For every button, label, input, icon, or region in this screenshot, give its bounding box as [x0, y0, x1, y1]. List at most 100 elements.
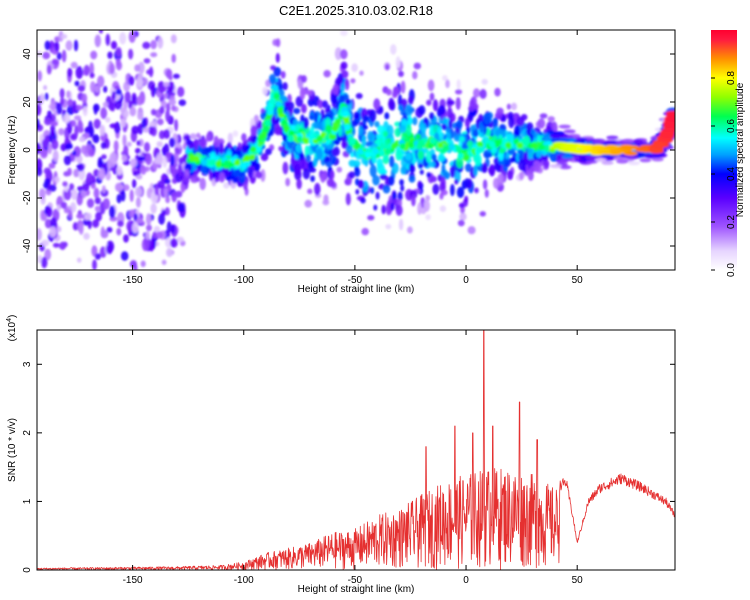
spectrogram-cell [488, 166, 495, 175]
spectrogram-cell [344, 79, 350, 91]
spectrogram-cell [535, 150, 542, 158]
spectrogram-cell [404, 104, 413, 117]
snr-x-tick-label: -50 [348, 575, 363, 586]
spectrogram-ridge-cell [200, 159, 208, 166]
spectrogram-cell [76, 213, 84, 219]
spectrogram-cell [50, 217, 57, 230]
spectrogram-cell [105, 117, 111, 123]
spectrogram-cell [90, 183, 96, 190]
spectrogram-ridge-cell [455, 146, 462, 153]
colorbar-tick-label: 0.6 [726, 119, 737, 133]
spectrogram-cell [69, 183, 75, 191]
spectrogram-cell [131, 222, 139, 234]
spectrogram-ridge-cell [649, 149, 664, 154]
spectrogram-cell [161, 259, 167, 265]
spectrogram-cell [474, 187, 479, 194]
spectrogram-cell [466, 126, 471, 135]
spectrogram-cell [58, 128, 65, 136]
spectrogram-cell [389, 155, 395, 168]
spectrogram-cell [138, 73, 144, 80]
spectrogram-ridge-cell [610, 149, 625, 155]
spectrogram-cell [537, 118, 546, 129]
spectrogram-cell [97, 168, 106, 180]
spectrogram-cell [432, 183, 440, 195]
spectrogram-cell [374, 121, 380, 128]
spectrogram-cell [41, 256, 48, 269]
spectrogram-cell [140, 260, 146, 268]
spectrogram-cell [164, 178, 171, 184]
spectrogram-cell [429, 161, 436, 168]
spectrogram-cell [367, 215, 375, 221]
spectrogram-cell [441, 123, 448, 131]
spectrogram-cell [135, 218, 144, 224]
spectrogram-cell [278, 146, 284, 152]
spectrogram-cell [355, 93, 363, 99]
colorbar-gradient [711, 30, 737, 270]
spectrogram-cell [82, 132, 90, 139]
spectrogram-cell [376, 158, 383, 170]
spectrogram-cell [413, 62, 421, 70]
spectrogram-ridge-cell [288, 130, 295, 137]
spectrogram-cell [115, 182, 123, 192]
spectrogram-cell [102, 101, 109, 108]
spectrogram-cell [454, 179, 459, 185]
spectrogram-ridge-cell [599, 150, 614, 155]
spectrogram-cell [42, 51, 51, 60]
spectrogram-ridge-cell [652, 142, 666, 147]
spectrogram-ridge-cell [384, 148, 392, 155]
spectrogram-cell [107, 158, 113, 169]
spectrogram-x-tick-label: 50 [572, 275, 584, 286]
spectrogram-cell [115, 47, 122, 57]
spectrogram-cell [56, 52, 62, 60]
spectrogram-cell [137, 166, 141, 175]
spectrogram-cell [89, 72, 95, 79]
spectrogram-cell [348, 171, 355, 179]
spectrogram-cell [426, 172, 431, 178]
spectrogram-y-tick-label: -40 [22, 238, 33, 253]
spectrogram-cell [177, 202, 186, 213]
spectrogram-cell [543, 159, 550, 169]
spectrogram-cell [373, 98, 381, 110]
spectrogram-y-axis: -40 -20 0 20 40 [22, 48, 675, 253]
spectrogram-cell [561, 154, 574, 159]
spectrogram-cell [373, 204, 378, 211]
snr-y-label: SNR (10 * v/v) [7, 418, 18, 482]
spectrogram-x-tick-label: -150 [123, 275, 143, 286]
spectrogram-cell [171, 191, 177, 203]
spectrogram-cell [387, 175, 395, 186]
spectrogram-cell [527, 152, 532, 160]
spectrogram-cell [142, 77, 148, 86]
spectrogram-cell [126, 141, 132, 147]
spectrogram-cell [467, 140, 474, 148]
spectrogram-cell [157, 36, 164, 49]
spectrogram-cell [156, 153, 164, 165]
spectrogram-ridge-cell [364, 151, 372, 159]
spectrogram-cell [91, 245, 98, 257]
spectrogram-cell [282, 133, 288, 142]
spectrogram-cell [90, 81, 96, 93]
spectrogram-cell [59, 88, 65, 99]
spectrogram-cell [558, 124, 571, 129]
spectrogram-cell [107, 51, 113, 59]
spectrogram-cell [313, 121, 321, 130]
spectrogram-cell [323, 155, 329, 164]
spectrogram-cell [170, 238, 178, 248]
spectrogram-cell [129, 189, 134, 202]
spectrogram-cell [145, 153, 153, 166]
spectrogram-cell [77, 85, 86, 92]
spectrogram-x-label: Height of straight line (km) [298, 284, 415, 295]
spectrogram-cell [90, 50, 98, 60]
spectrogram-cell [150, 39, 157, 50]
spectrogram-cell [280, 71, 286, 79]
spectrogram-cell [194, 138, 199, 151]
spectrogram-cell [622, 138, 635, 143]
spectrogram-cell [412, 71, 418, 80]
spectrogram-ridge-cell [275, 100, 282, 108]
spectrogram-cell [97, 75, 105, 88]
spectrogram-cell [154, 184, 160, 196]
spectrogram-cell [393, 86, 400, 95]
spectrogram-cell [326, 178, 335, 188]
spectrogram-cell [131, 125, 140, 135]
figure-title: C2E1.2025.310.03.02.R18 [279, 3, 433, 18]
spectrogram-cell [103, 85, 108, 93]
